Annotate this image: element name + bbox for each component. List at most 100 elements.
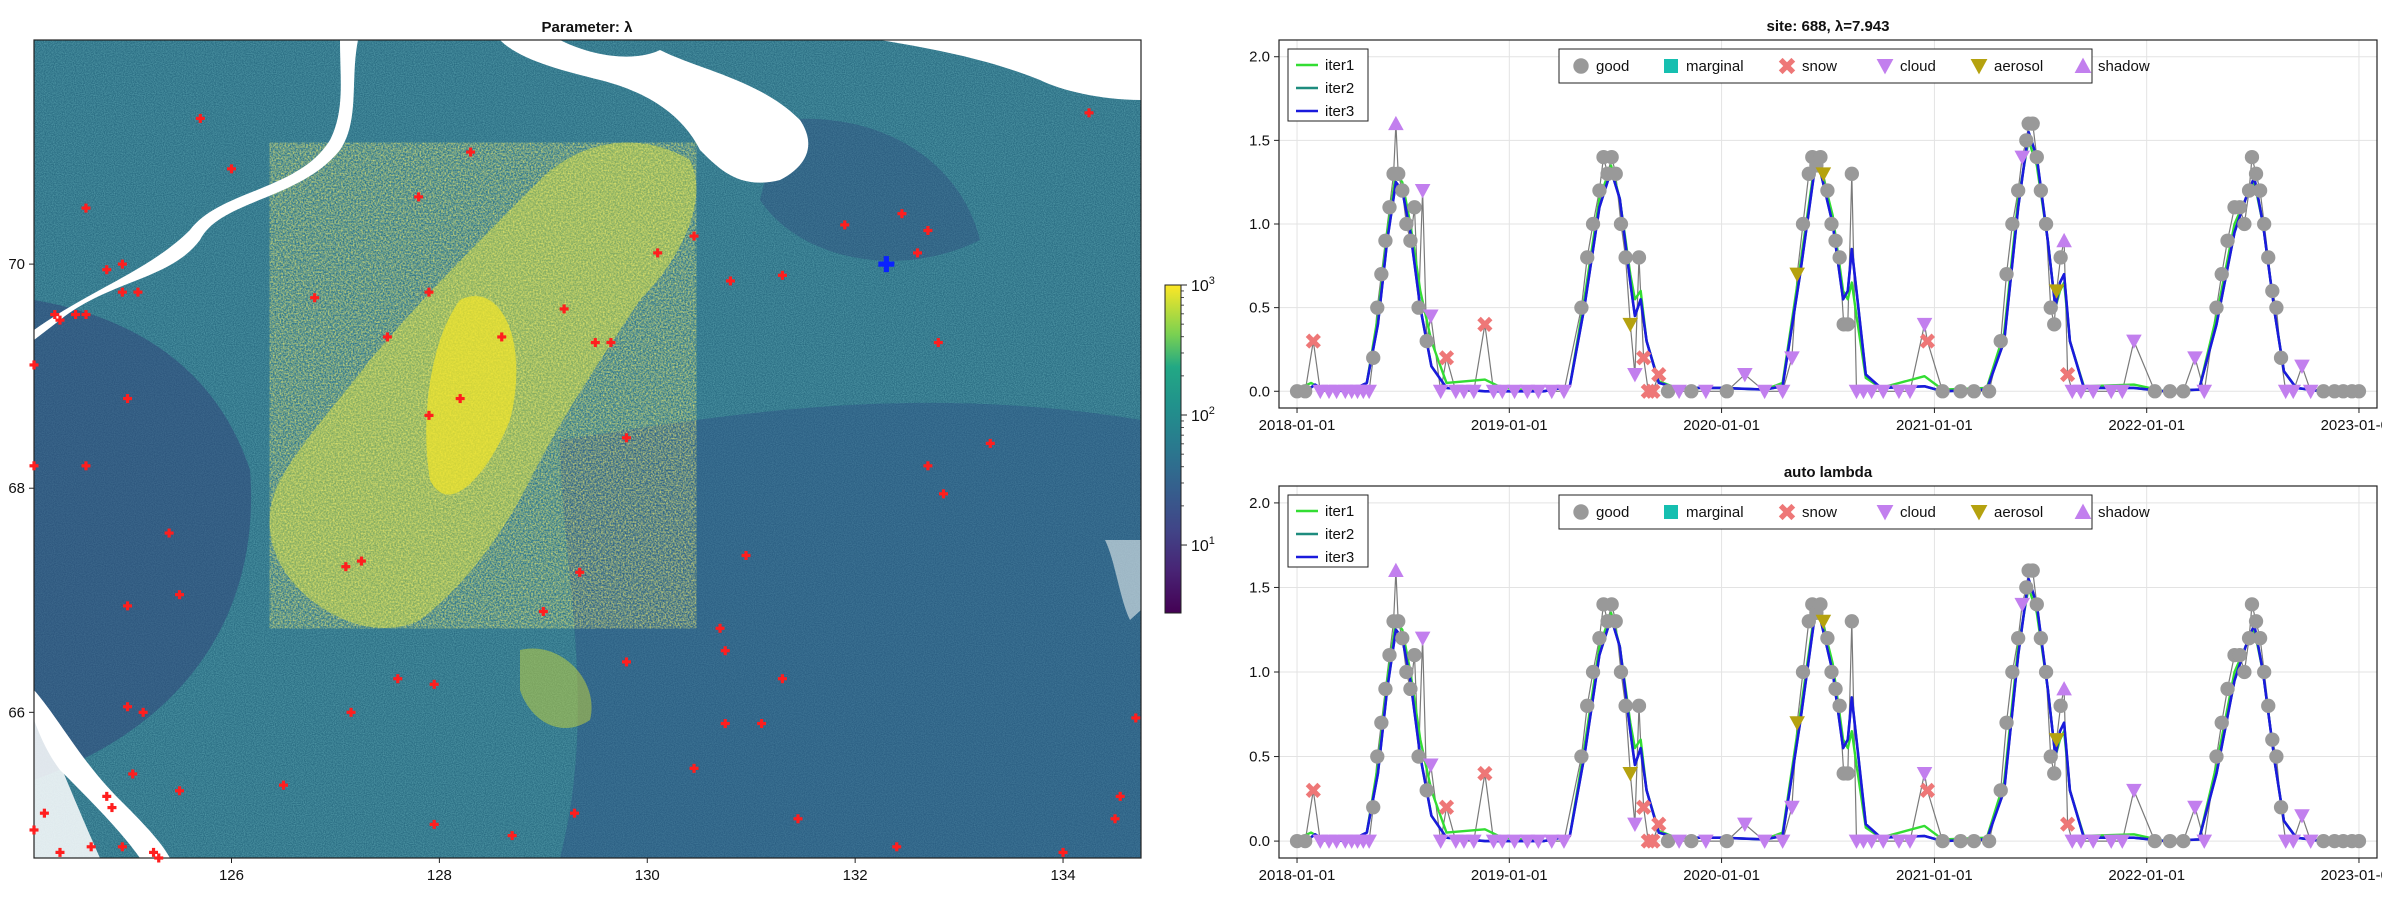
site-marker[interactable] (466, 147, 476, 157)
site-marker[interactable] (455, 394, 465, 404)
map-y-tick-label: 68 (8, 480, 25, 497)
site-marker[interactable] (71, 310, 81, 320)
site-marker[interactable] (559, 304, 569, 314)
site-marker[interactable] (777, 674, 787, 684)
site-marker[interactable] (570, 808, 580, 818)
site-marker[interactable] (55, 847, 65, 857)
y-tick-label: 1.0 (1249, 216, 1270, 233)
site-marker[interactable] (897, 209, 907, 219)
site-marker[interactable] (149, 847, 159, 857)
site-marker[interactable] (414, 192, 424, 202)
site-marker-v (167, 528, 171, 538)
site-marker[interactable] (175, 786, 185, 796)
site-marker[interactable] (429, 819, 439, 829)
site-marker[interactable] (175, 590, 185, 600)
site-marker[interactable] (621, 433, 631, 443)
site-marker[interactable] (1115, 791, 1125, 801)
site-marker[interactable] (913, 248, 923, 258)
site-marker[interactable] (1131, 713, 1141, 723)
point-cloud (2126, 334, 2142, 349)
site-marker[interactable] (725, 276, 735, 286)
site-marker[interactable] (393, 674, 403, 684)
site-marker[interactable] (715, 623, 725, 633)
site-marker[interactable] (757, 719, 767, 729)
site-marker[interactable] (133, 287, 143, 297)
site-marker[interactable] (117, 287, 127, 297)
site-marker[interactable] (50, 310, 60, 320)
site-marker[interactable] (653, 248, 663, 258)
site-marker[interactable] (29, 461, 39, 471)
point-good (1604, 597, 1619, 612)
site-marker[interactable] (689, 231, 699, 241)
site-marker[interactable] (606, 338, 616, 348)
site-marker[interactable] (195, 113, 205, 123)
site-marker[interactable] (29, 360, 39, 370)
site-marker[interactable] (424, 410, 434, 420)
site-marker[interactable] (621, 657, 631, 667)
site-marker[interactable] (81, 203, 91, 213)
point-good (1966, 833, 1982, 849)
site-marker[interactable] (164, 528, 174, 538)
site-marker[interactable] (117, 259, 127, 269)
site-marker[interactable] (923, 225, 933, 235)
selected-site-marker[interactable] (878, 256, 895, 273)
site-marker[interactable] (923, 461, 933, 471)
site-marker-v (936, 338, 940, 348)
site-marker[interactable] (117, 842, 127, 852)
site-marker[interactable] (1084, 108, 1094, 118)
site-marker[interactable] (424, 287, 434, 297)
site-marker[interactable] (590, 338, 600, 348)
site-marker[interactable] (123, 702, 133, 712)
site-marker[interactable] (138, 707, 148, 717)
legend-points-box (1558, 48, 2093, 84)
site-marker[interactable] (341, 562, 351, 572)
site-marker[interactable] (123, 394, 133, 404)
site-marker[interactable] (356, 556, 366, 566)
site-marker[interactable] (538, 606, 548, 616)
site-marker[interactable] (310, 293, 320, 303)
site-marker[interactable] (892, 842, 902, 852)
site-marker[interactable] (507, 831, 517, 841)
site-markers[interactable] (29, 108, 1141, 863)
site-marker[interactable] (39, 808, 49, 818)
site-marker[interactable] (81, 461, 91, 471)
site-marker[interactable] (497, 332, 507, 342)
site-marker[interactable] (107, 803, 117, 813)
site-marker[interactable] (777, 270, 787, 280)
site-marker[interactable] (154, 853, 164, 863)
point-cloud (1875, 834, 1892, 849)
site-marker[interactable] (1058, 847, 1068, 857)
site-marker[interactable] (226, 164, 236, 174)
site-marker[interactable] (793, 814, 803, 824)
site-marker[interactable] (278, 780, 288, 790)
site-marker[interactable] (382, 332, 392, 342)
site-marker[interactable] (840, 220, 850, 230)
site-marker[interactable] (29, 825, 39, 835)
site-marker[interactable] (575, 567, 585, 577)
site-marker[interactable] (128, 769, 138, 779)
site-marker[interactable] (102, 265, 112, 275)
legend-line-label: iter2 (1325, 526, 1354, 543)
site-marker[interactable] (81, 310, 91, 320)
site-marker[interactable] (346, 707, 356, 717)
site-marker[interactable] (985, 438, 995, 448)
site-marker[interactable] (86, 842, 96, 852)
point-cloud (1556, 834, 1572, 849)
cross-stroke (1919, 333, 1936, 349)
site-marker[interactable] (102, 791, 112, 801)
point-good (1660, 384, 1676, 399)
site-marker[interactable] (741, 550, 751, 560)
site-marker-v (89, 842, 93, 852)
point-cloud (2126, 783, 2142, 799)
site-marker[interactable] (933, 338, 943, 348)
point-cloud (1698, 384, 1714, 400)
site-marker[interactable] (689, 763, 699, 773)
site-marker[interactable] (720, 719, 730, 729)
site-marker[interactable] (720, 646, 730, 656)
site-marker[interactable] (939, 489, 949, 499)
site-marker[interactable] (55, 315, 65, 325)
site-marker[interactable] (123, 601, 133, 611)
site-marker[interactable] (429, 679, 439, 689)
site-marker[interactable] (1110, 814, 1120, 824)
site-marker-v (359, 556, 364, 566)
